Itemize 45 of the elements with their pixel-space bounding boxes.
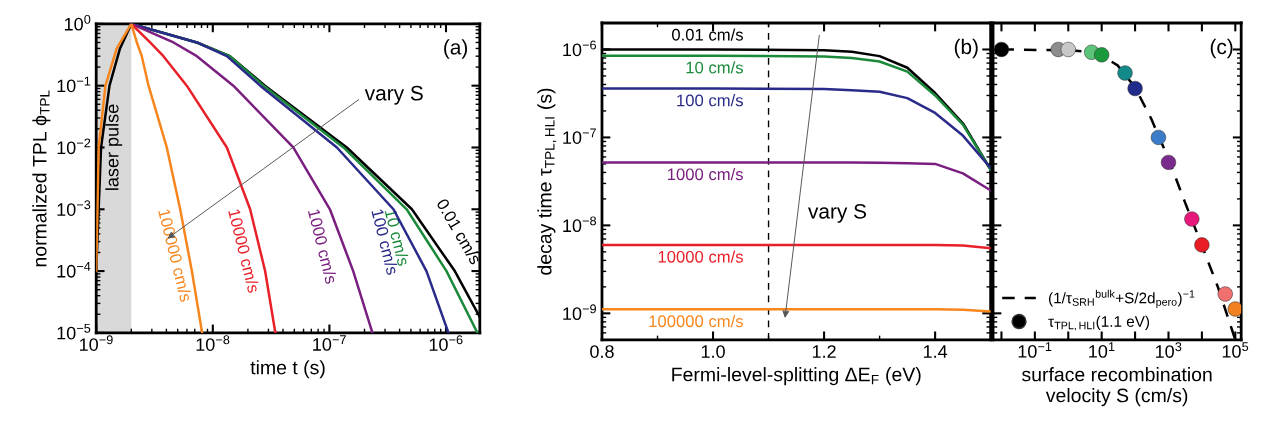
y-tick-label: 10$^{−6}$ [563, 40, 597, 57]
y-tick-label: 10$^{−3}$ [57, 200, 91, 216]
x-tick-label: 10$^{−1}$ [1018, 342, 1052, 358]
series-label: 100 cm/s [677, 94, 743, 107]
series-label: 100000 cm/s [649, 314, 743, 328]
series-label: 10000 cm/s [658, 250, 743, 263]
x-tick-label: 0.8 [590, 345, 614, 358]
y-tick-label: 10$^{−4}$ [57, 262, 91, 278]
y-tick-label: 10$^{−8}$ [563, 216, 597, 233]
y-tick-label: 10$^{0}$ [64, 14, 91, 31]
y-tick-label: 10$^{−9}$ [563, 304, 596, 321]
x-tick-label: 10$^{1}$ [1089, 342, 1115, 358]
x-tick-label: 10$^{5}$ [1222, 342, 1249, 358]
x-tick-label: 1.4 [923, 345, 948, 358]
text: 1000 cm/s [307, 208, 338, 285]
x-tick-label: 10$^{3}$ [1155, 342, 1182, 358]
x-axis-title: time t (s) [250, 360, 325, 379]
x-axis-title: surface recombination velocity S (cm/s) [1022, 367, 1212, 407]
line-series [601, 87, 991, 170]
line-series [601, 161, 991, 192]
x-tick-label: 1.2 [812, 345, 836, 358]
x-axis-title: Fermi-level-splitting ΔE$_{F}$ (eV) [672, 367, 921, 386]
x-tick-label: 10$^{−6}$ [429, 335, 463, 351]
series-label: 10 cm/s [686, 61, 743, 74]
annotation: (a) [444, 39, 468, 59]
text: 100000 cm/s [158, 208, 193, 303]
y-tick-label: 10$^{−7}$ [563, 128, 596, 144]
y-axis-title: normalized TPL ϕ$_{TPL}$ [32, 90, 51, 267]
legend-label: (1/τ$_{SRH}$$^{bulk}$+S/2d$_{pero}$)$^{−1}$ [1049, 289, 1195, 308]
series-label: 1000 cm/s [667, 167, 743, 181]
annotation: (c) [1210, 38, 1233, 59]
legend-label: τ$_{TPL,HLI}$(1.1 eV) [1048, 315, 1150, 331]
legend-label: 0.01 cm/s [671, 28, 743, 41]
x-tick-label: 10$^{−9}$ [79, 335, 113, 351]
band-label: laser pulse [105, 104, 123, 190]
y-axis-title: decay time τ$_{TPL,HLI}$ (s) [537, 88, 557, 275]
y-tick-label: 10$^{−1}$ [57, 76, 91, 93]
annotation: vary S [808, 203, 867, 223]
x-tick-label: 1.0 [701, 345, 725, 358]
x-tick-label: 10$^{−7}$ [313, 335, 346, 351]
annotation: (b) [954, 38, 978, 59]
annotation: vary S [364, 85, 423, 105]
x-tick-label: 10$^{−8}$ [196, 335, 230, 351]
y-tick-label: 10$^{−2}$ [57, 138, 91, 155]
text: 10000 cm/s [228, 208, 261, 294]
